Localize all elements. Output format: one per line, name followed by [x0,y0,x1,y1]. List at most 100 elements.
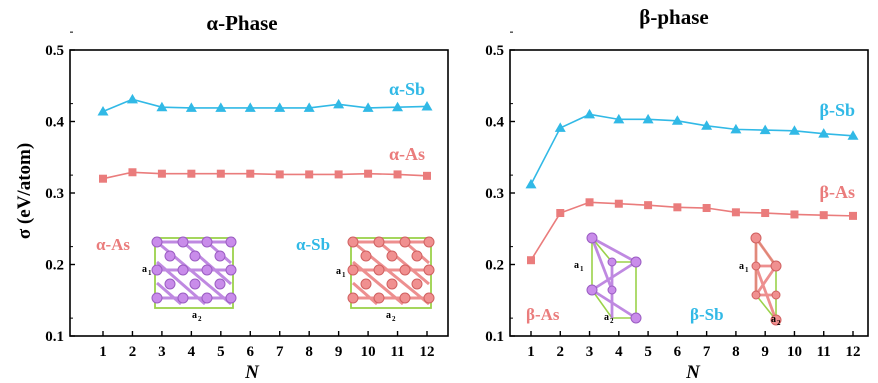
data-point-square [423,171,431,180]
alpha-as-inset-label: α-As [96,235,130,254]
x-tick-label: 8 [305,344,313,360]
svg-text:a: a [386,310,391,321]
svg-text:2: 2 [777,319,781,327]
data-point-square [819,211,828,220]
data-point-triangle [701,120,713,130]
x-tick-label: 3 [586,344,594,360]
y-tick-label: 0.1 [45,329,64,345]
svg-text:2: 2 [198,315,202,323]
beta-phase-title: β-phase [639,5,708,29]
data-point-triangle [274,102,286,112]
svg-text:N: N [685,362,701,383]
x-tick-label: 6 [247,344,255,360]
series-label: β-As [820,182,855,202]
x-tick-label: 7 [703,344,711,360]
data-point-square [644,201,653,210]
svg-text:a: a [771,314,776,325]
beta-phase-panel: β-phase N 0.10.20.30.40.51 2 3 4 5 6 7 8 9 10 11 12… [485,5,869,383]
y-tick-label: 0.4 [485,115,504,131]
data-point-triangle [421,100,433,111]
y-tick-label: 0.3 [485,186,504,202]
data-point-square [731,208,740,217]
x-tick-label: 8 [732,344,740,360]
alpha-phase-panel: α-Phase σ (eV/atom) N 0.10.20.30.40.51 2 3… [14,11,449,383]
x-tick-label: 1 [99,344,107,360]
y-tick-label: 0.4 [45,115,64,131]
beta-as-inset: β-As a 1 a 2 [526,232,642,325]
data-point-triangle [788,125,800,135]
data-point-triangle [215,102,227,112]
beta-sb-crystal-structure [750,232,782,326]
series-line [530,113,854,185]
svg-text:1: 1 [342,271,346,279]
beta-x-axis-label: N [685,362,701,383]
data-point-triangle [97,105,109,116]
data-point-square [128,168,137,177]
y-tick-label: 0.2 [45,258,64,274]
data-point-triangle [244,102,256,112]
svg-text:2: 2 [610,317,614,325]
alpha-y-axis-label: σ (eV/atom) [14,143,35,239]
alpha-as-inset: α-As [96,235,237,323]
x-tick-label: 9 [761,344,769,360]
data-point-square [364,169,373,178]
beta-sb-inset: β-Sb a 1 a 2 [690,232,782,327]
data-point-square [275,170,284,179]
data-point-triangle [333,98,345,109]
x-tick-label: 12 [420,344,435,360]
data-point-triangle [730,123,742,134]
data-point-triangle [156,101,168,112]
alpha-sb-inset-label: α-Sb [296,235,330,254]
svg-text:a: a [336,266,341,277]
alpha-as-crystal-structure [151,236,237,309]
svg-text:a: a [574,260,579,271]
x-tick-label: 5 [644,344,652,360]
alpha-sb-inset: α-Sb [296,235,435,323]
alpha-x-axis-label: N [244,362,260,383]
x-tick-label: 6 [674,344,682,360]
x-tick-label: 9 [335,344,343,360]
svg-text:2: 2 [392,315,396,323]
data-point-square [99,174,107,183]
x-tick-label: 10 [361,344,376,360]
x-tick-label: 12 [846,344,861,360]
x-tick-label: 10 [787,344,802,360]
alpha-phase-title: α-Phase [206,11,277,35]
svg-text:1: 1 [148,269,152,277]
alpha-plot-area: 0.10.20.30.40.51 2 3 4 5 6 7 8 9 10 11 12α-Sbα-As [45,31,449,360]
y-tick-label: 0.5 [485,43,504,59]
data-point-triangle [185,102,197,112]
svg-text:1: 1 [745,266,749,274]
x-tick-label: 2 [129,344,137,360]
data-point-square [334,170,343,179]
x-tick-label: 7 [276,344,284,360]
data-point-square [790,210,799,219]
data-point-triangle [362,102,374,112]
beta-as-crystal-structure [586,232,642,324]
svg-text:a: a [192,310,197,321]
x-tick-label: 3 [158,344,166,360]
data-point-square [527,256,535,265]
svg-text:1: 1 [580,265,584,273]
plot-frame [509,49,869,337]
svg-text:a: a [739,261,744,272]
data-point-triangle [584,108,596,119]
data-point-triangle [392,101,404,112]
data-point-square [702,204,711,213]
data-point-square [673,203,682,212]
svg-text:a: a [142,264,147,275]
data-point-triangle [671,115,683,125]
series-line [530,201,854,261]
data-point-square [761,209,770,218]
svg-text:a: a [604,312,609,323]
data-point-square [216,169,225,178]
data-point-triangle [759,124,771,135]
series-line [102,98,428,113]
x-tick-label: 11 [817,344,831,360]
series-label: α-Sb [389,79,425,99]
data-point-triangle [303,102,315,112]
data-point-triangle [525,178,537,189]
svg-text:N: N [244,362,260,383]
x-tick-label: 4 [188,344,196,360]
